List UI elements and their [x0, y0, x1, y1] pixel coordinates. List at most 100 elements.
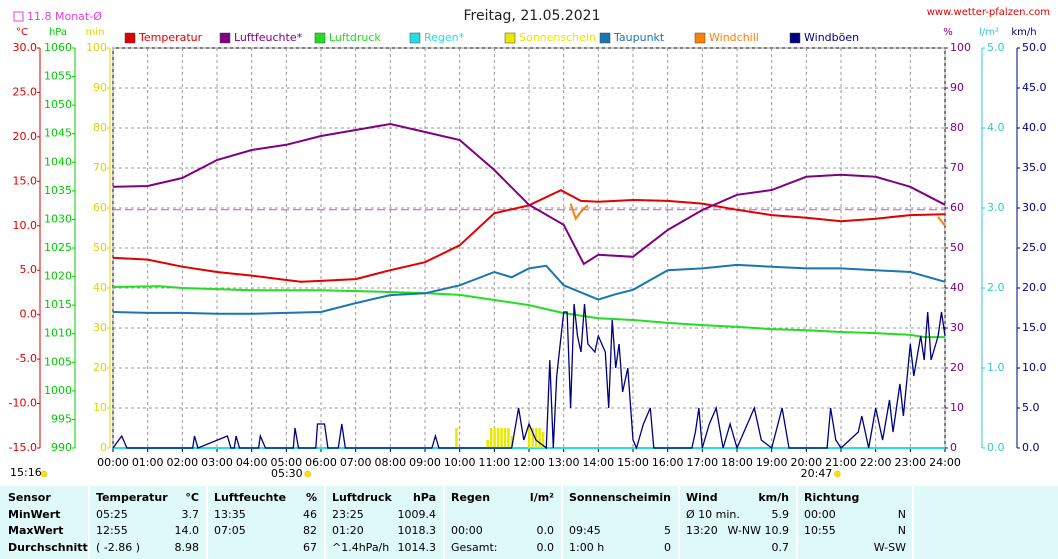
axis-tick-label: 1025 — [44, 241, 72, 254]
axis-tick-label: 30.0 — [1022, 201, 1047, 214]
legend-swatch — [409, 32, 421, 44]
axis-tick-label: 35.0 — [1022, 161, 1047, 174]
axis-tick-label: 15.0 — [1022, 321, 1047, 334]
x-tick-label: 17:00 — [686, 456, 718, 469]
axis-tick-label: 20.0 — [1022, 281, 1047, 294]
axis-tick-label: 0.0 — [987, 441, 1005, 454]
table-cell: W-SW — [874, 541, 906, 554]
axis-tick-label: 5.0 — [20, 263, 38, 276]
axis-tick-label: 3.0 — [987, 201, 1005, 214]
legend-label: Regen* — [424, 31, 465, 44]
sunshine-bar — [496, 428, 500, 448]
x-tick-label: 08:00 — [374, 456, 406, 469]
sunshine-bar — [510, 436, 514, 448]
sunrise-icon — [304, 470, 311, 478]
sunshine-bar — [534, 428, 538, 448]
axis-tick-label: 100 — [950, 41, 971, 54]
axis-unit: km/h — [1011, 27, 1036, 38]
axis-tick-label: 990 — [51, 441, 72, 454]
table-cell: 67 — [303, 541, 317, 554]
axis-tick-label: 5.0 — [1022, 401, 1040, 414]
axis-tick-label: -10.0 — [9, 397, 37, 410]
axis-unit: min — [86, 27, 105, 38]
legend-label: Windböen — [804, 31, 859, 44]
axis-tick-label: 100 — [86, 41, 107, 54]
legend-swatch — [504, 32, 516, 44]
table-cell: 1018.3 — [398, 524, 437, 537]
table-cell: 1:00 h — [569, 541, 604, 554]
axis-tick-label: 45.0 — [1022, 81, 1047, 94]
legend-label: Sonnenschein — [519, 31, 596, 44]
x-tick-label: 20:00 — [790, 456, 822, 469]
axis-tick-label: 80 — [93, 121, 107, 134]
table-header: % — [306, 491, 317, 504]
axis-tick-label: 50.0 — [1022, 41, 1047, 54]
axis-tick-label: 1030 — [44, 212, 72, 225]
table-background — [0, 486, 1058, 559]
axis-tick-label: 0 — [950, 441, 957, 454]
axis-tick-label: 1015 — [44, 298, 72, 311]
x-tick-label: 14:00 — [582, 456, 614, 469]
x-tick-label: 15:00 — [617, 456, 649, 469]
table-header: Richtung — [804, 491, 859, 504]
x-tick-label: 18:00 — [721, 456, 753, 469]
table-header: °C — [185, 491, 199, 504]
table-header: Temperatur — [96, 491, 168, 504]
sunshine-icon — [40, 470, 48, 478]
axis-tick-label: 10.0 — [13, 219, 38, 232]
sunshine-bar — [538, 428, 541, 448]
table-cell: 0.0 — [537, 524, 555, 537]
axis-tick-label: 40 — [950, 281, 964, 294]
x-tick-label: 02:00 — [166, 456, 198, 469]
axis-tick-label: 60 — [93, 201, 107, 214]
axis-tick-label: 30.0 — [13, 41, 38, 54]
x-tick-label: 09:00 — [409, 456, 441, 469]
table-header: min — [648, 491, 671, 504]
x-tick-label: 07:00 — [340, 456, 372, 469]
axis-tick-label: 0 — [100, 441, 107, 454]
axis-tick-label: 10 — [950, 401, 964, 414]
sunshine-bar — [528, 428, 531, 448]
axis-tick-label: 0.0 — [20, 308, 38, 321]
x-tick-label: 24:00 — [929, 456, 961, 469]
monthly-average-label: 11.8 Monat-Ø — [27, 10, 102, 23]
table-header: Sensor — [8, 491, 51, 504]
legend-label: Taupunkt — [613, 31, 665, 44]
axis-tick-label: -5.0 — [16, 352, 37, 365]
axis-unit: °C — [16, 27, 28, 38]
table-cell: 3.7 — [182, 508, 200, 521]
axis-tick-label: 25.0 — [13, 85, 38, 98]
axis-tick-label: 10 — [93, 401, 107, 414]
series-line — [112, 303, 946, 450]
axis-tick-label: 20.0 — [13, 130, 38, 143]
legend-label: Temperatur — [138, 31, 203, 44]
table-separator — [912, 486, 914, 559]
axis-tick-label: 1055 — [44, 70, 72, 83]
axis-tick-label: 1050 — [44, 98, 72, 111]
x-tick-label: 00:00 — [97, 456, 129, 469]
sunshine-bar — [507, 428, 510, 448]
axis-tick-label: 50 — [93, 241, 107, 254]
axis-tick-label: 70 — [950, 161, 964, 174]
sunshine-bar — [500, 428, 503, 448]
table-cell: 23:25 — [332, 508, 364, 521]
axis-tick-label: 995 — [51, 412, 72, 425]
axis-tick-label: 4.0 — [987, 121, 1005, 134]
sunshine-bar — [531, 428, 534, 448]
sunshine-bar — [503, 428, 507, 448]
axis-tick-label: 40.0 — [1022, 121, 1047, 134]
axis-tick-label: 1005 — [44, 355, 72, 368]
axis-tick-label: 40 — [93, 281, 107, 294]
axis-unit: l/m² — [979, 27, 999, 38]
x-tick-label: 13:00 — [548, 456, 580, 469]
axis-tick-label: 2.0 — [987, 281, 1005, 294]
x-tick-label: 01:00 — [132, 456, 164, 469]
axis-tick-label: 15.0 — [13, 174, 38, 187]
table-separator — [678, 486, 680, 559]
table-cell: 5.9 — [772, 508, 790, 521]
series-line — [112, 285, 945, 339]
legend-label: Luftdruck — [329, 31, 381, 44]
axis-unit: hPa — [49, 27, 67, 38]
